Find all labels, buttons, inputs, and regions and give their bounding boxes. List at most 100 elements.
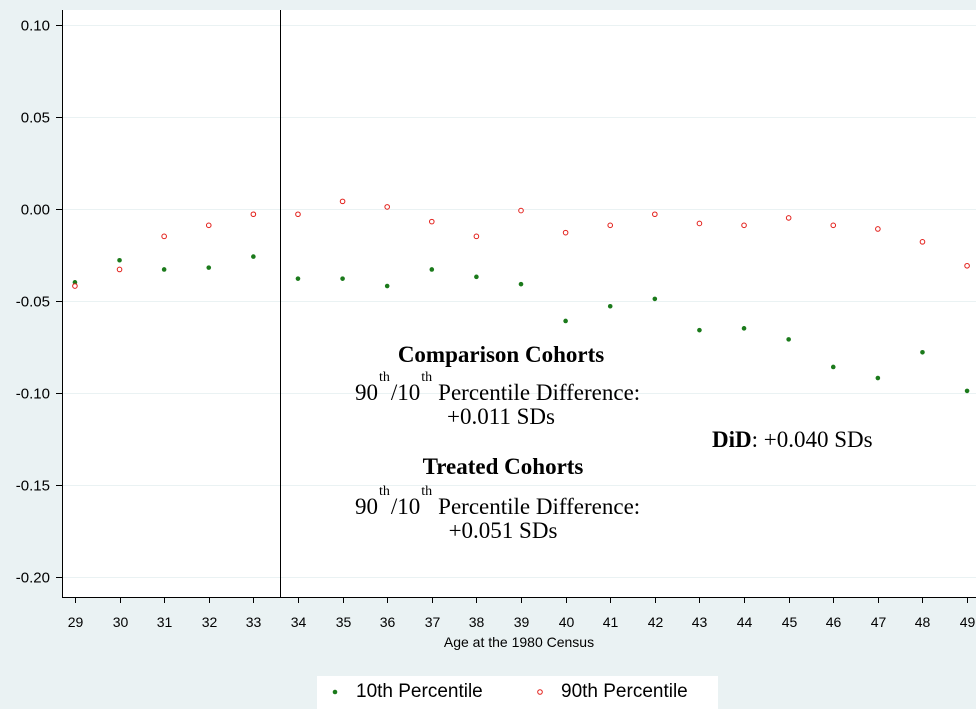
x-axis: 29 30 31 32 33 34 35 36 37 38 39 40 41 42 43 44 45 46 47 48… (68, 597, 976, 650)
point-10th-age-32 (206, 265, 212, 270)
point-10th-age-34 (295, 276, 301, 281)
comparison-difference-label: 90th/10thPercentile Difference: (355, 370, 641, 410)
point-90th-age-48 (919, 239, 926, 245)
x-tick-label: 37 (425, 614, 441, 630)
comparison-cohorts-title: Comparison Cohorts (397, 342, 605, 367)
point-90th-age-36 (384, 204, 390, 210)
point-10th-age-39 (518, 281, 524, 287)
treated-difference-value: +0.051 SDs (448, 518, 558, 543)
point-90th-age-46 (830, 222, 837, 229)
point-10th-age-37 (429, 267, 435, 272)
point-10th-age-40 (563, 318, 568, 324)
x-tick-label: 40 (559, 614, 575, 630)
x-tick-label: 45 (782, 614, 798, 630)
did-annotation: DiD: +0.040 SDs (712, 427, 873, 453)
y-tick-label: -0.15 (16, 478, 50, 495)
point-90th-age-38 (473, 233, 480, 240)
treated-p90-text: 90 (355, 494, 378, 519)
comparison-superscript-th-b: th (421, 370, 433, 385)
y-tick-label: 0.10 (21, 18, 50, 35)
did-label: DiD (712, 427, 752, 452)
point-10th-age-47 (875, 375, 881, 381)
x-tick-label: 46 (826, 614, 842, 630)
point-90th-age-40 (562, 229, 569, 236)
x-tick-label: 29 (68, 614, 84, 630)
treated-difference-label: 90th/10thPercentile Difference: (355, 484, 641, 524)
point-90th-age-33 (250, 211, 257, 218)
point-90th-age-35 (339, 198, 346, 205)
x-tick-label: 41 (603, 614, 619, 630)
point-10th-age-48 (920, 349, 925, 355)
x-tick-label: 48 (915, 614, 931, 630)
point-90th-age-39 (518, 207, 524, 214)
legend-marker-10th-percentile (332, 689, 338, 695)
point-10th-age-35 (340, 276, 345, 281)
plot-area (62, 10, 976, 597)
treated-p10-text: /10 (390, 494, 421, 519)
x-tick-label: 32 (202, 614, 218, 630)
point-10th-age-36 (384, 283, 390, 289)
point-10th-age-44 (741, 326, 747, 331)
comparison-superscript-th-a: th (379, 370, 390, 385)
point-90th-age-47 (875, 226, 881, 232)
x-axis-title: Age at the 1980 Census (444, 634, 594, 650)
legend-marker-90th-percentile (537, 689, 543, 695)
did-value: : +0.040 SDs (751, 427, 873, 452)
point-90th-age-29 (72, 283, 78, 289)
point-10th-age-30 (117, 257, 122, 263)
treated-cohorts-title: Treated Cohorts (422, 454, 584, 479)
x-tick-label: 36 (380, 614, 396, 630)
x-tick-label: 49 (960, 614, 976, 630)
legend-dot (332, 689, 338, 695)
x-tick-label: 35 (336, 614, 352, 630)
x-tick-label: 30 (113, 614, 129, 630)
point-90th-age-31 (161, 233, 167, 240)
x-tick-label: 39 (514, 614, 530, 630)
point-90th-age-42 (652, 211, 658, 218)
x-tick-label: 33 (246, 614, 262, 630)
point-90th-age-32 (205, 222, 212, 229)
y-tick-label: 0.05 (21, 110, 50, 127)
x-tick-label: 44 (737, 614, 753, 630)
point-10th-age-38 (474, 274, 479, 280)
point-10th-age-49 (964, 388, 970, 394)
comparison-difference-value: +0.011 SDs (447, 404, 555, 429)
legend-circle (537, 689, 543, 695)
point-90th-age-44 (741, 222, 747, 229)
treated-difference-text: Percentile Difference: (438, 494, 641, 519)
y-tick-label: -0.05 (16, 294, 50, 311)
legend-label-10th-percentile: 10th Percentile (356, 681, 483, 702)
point-10th-age-46 (830, 364, 836, 370)
comparison-p10-text: /10 (390, 380, 421, 405)
point-90th-age-45 (785, 215, 792, 221)
point-10th-age-42 (652, 296, 658, 302)
legend: 10th Percentile 90th Percentile (317, 676, 718, 709)
legend-label-90th-percentile: 90th Percentile (561, 681, 688, 702)
point-90th-age-43 (696, 220, 703, 227)
series-10th-percentile (72, 254, 970, 394)
point-10th-age-31 (161, 267, 167, 272)
treated-superscript-th-a: th (379, 484, 390, 499)
x-tick-label: 34 (291, 614, 307, 630)
point-10th-age-43 (697, 327, 702, 333)
point-10th-age-41 (607, 303, 613, 309)
comparison-difference-text: Percentile Difference: (438, 380, 641, 405)
treated-superscript-th-b: th (421, 484, 433, 499)
point-90th-age-30 (116, 266, 123, 273)
x-tick-label: 42 (648, 614, 664, 630)
y-tick-label: -0.20 (16, 570, 50, 587)
point-90th-age-37 (428, 218, 435, 225)
y-tick-label: -0.10 (16, 386, 50, 403)
y-tick-label: 0.00 (21, 202, 50, 219)
comparison-p90-text: 90 (355, 380, 378, 405)
point-90th-age-49 (964, 262, 970, 269)
x-tick-label: 47 (871, 614, 887, 630)
point-90th-age-41 (607, 222, 614, 229)
point-10th-age-33 (251, 254, 256, 259)
series-90th-percentile (72, 198, 970, 289)
x-tick-label: 43 (692, 614, 708, 630)
x-tick-label: 31 (157, 614, 173, 630)
point-90th-age-34 (295, 211, 301, 218)
y-axis: 0.10 0.05 0.00 -0.05 -0.10 -0.15 -0.20 (16, 18, 62, 587)
